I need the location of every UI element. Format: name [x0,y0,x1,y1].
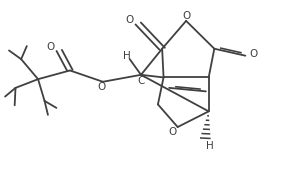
Text: O: O [47,42,55,52]
Text: H: H [123,51,131,61]
Text: O: O [97,82,106,92]
Text: O: O [168,127,177,137]
Text: O: O [125,15,134,25]
Text: H: H [206,141,214,151]
Text: O: O [182,11,191,21]
Text: C: C [137,76,145,86]
Text: O: O [250,49,258,59]
